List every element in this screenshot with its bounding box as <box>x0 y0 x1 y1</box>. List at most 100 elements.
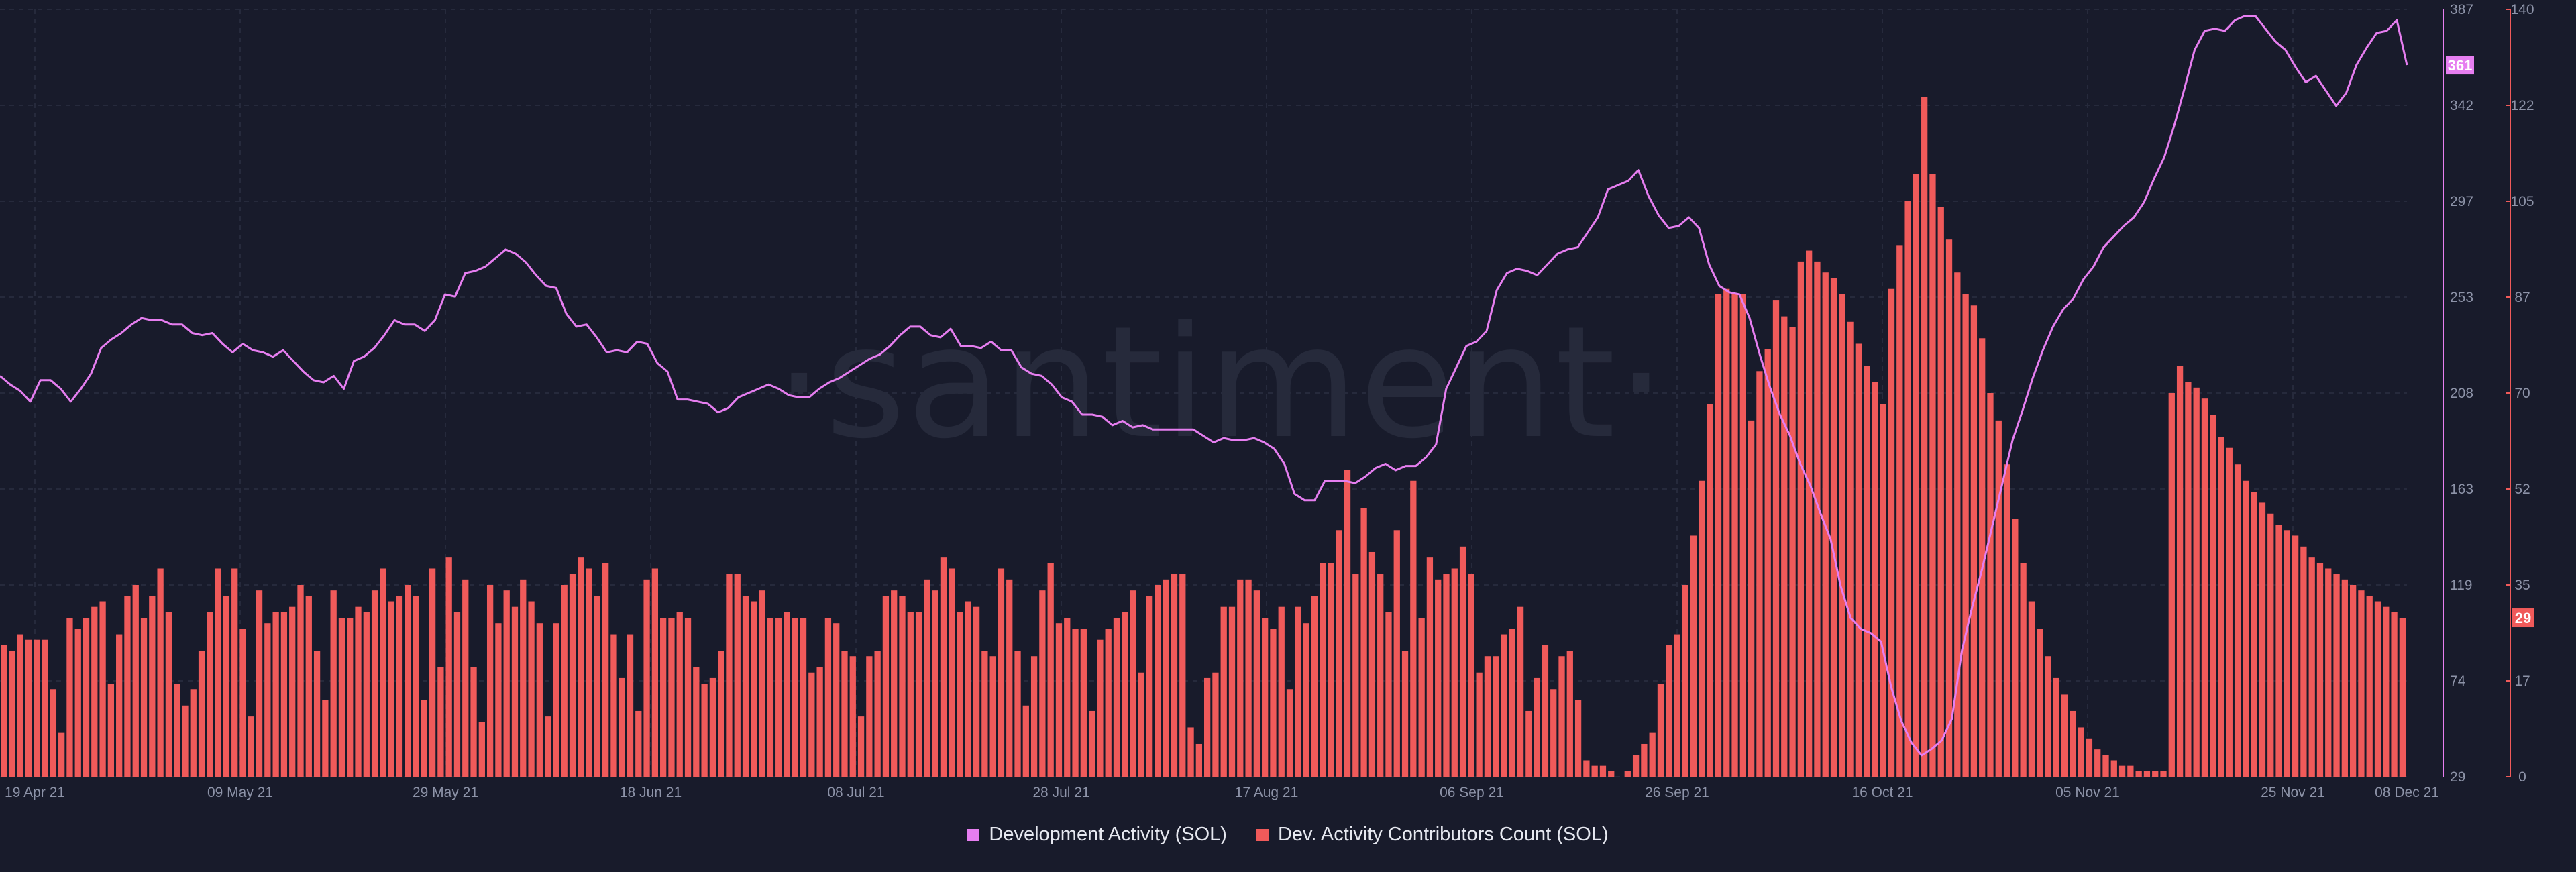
bar <box>824 618 832 777</box>
bar <box>174 684 180 777</box>
bar <box>1517 606 1524 777</box>
bar <box>1088 710 1095 777</box>
x-axis-tick-label: 16 Oct 21 <box>1851 785 1913 800</box>
left-axis-tick: 253 <box>2450 290 2473 305</box>
bar <box>2028 601 2035 777</box>
bar <box>1122 612 1128 777</box>
bar <box>2259 502 2266 777</box>
bar <box>2045 656 2051 777</box>
bar <box>1937 207 1944 777</box>
bar <box>1228 606 1236 777</box>
bar <box>1253 590 1260 777</box>
bar <box>1262 618 1269 777</box>
bar <box>1847 321 1854 777</box>
bar <box>2078 727 2084 777</box>
bar <box>2086 738 2093 777</box>
bar <box>272 612 279 777</box>
bar <box>322 700 329 777</box>
legend-swatch-dev-activity <box>967 828 980 841</box>
bar <box>1278 606 1285 777</box>
bar <box>1468 574 1474 777</box>
bar <box>1130 590 1136 777</box>
bar <box>1641 743 1648 777</box>
left-axis-tick: 29 <box>2450 769 2465 785</box>
legend-item-contributors[interactable]: Dev. Activity Contributors Count (SOL) <box>1256 824 1609 846</box>
x-axis-tick-label: 09 May 21 <box>207 785 273 800</box>
bar <box>676 612 683 777</box>
bar <box>751 601 757 777</box>
bar <box>1484 656 1491 777</box>
x-axis-tick-label: 28 Jul 21 <box>1032 785 1089 800</box>
bar <box>907 612 914 777</box>
bar <box>693 667 700 777</box>
bar <box>2284 530 2290 777</box>
right-axis-tick: 122 <box>2510 98 2534 113</box>
right-axis-tick: 87 <box>2514 290 2530 305</box>
bar <box>2243 480 2249 777</box>
bar <box>1699 480 1705 777</box>
bar <box>83 618 90 777</box>
bar <box>445 557 452 777</box>
bar <box>1945 239 1953 777</box>
bar <box>2160 771 2167 777</box>
bar <box>25 639 32 777</box>
bar <box>248 716 254 777</box>
bar <box>857 716 865 777</box>
bar <box>553 623 559 777</box>
bar <box>1311 596 1318 777</box>
legend-item-dev-activity[interactable]: Development Activity (SOL) <box>967 824 1227 846</box>
bar <box>66 618 73 777</box>
bar <box>841 651 848 777</box>
bar <box>1270 629 1277 777</box>
bar <box>1781 316 1788 777</box>
bar <box>1393 530 1400 777</box>
bar <box>107 684 115 777</box>
x-axis-tick-label: 06 Sep 21 <box>1440 785 1504 800</box>
bar <box>1237 579 1244 777</box>
bar <box>347 618 354 777</box>
bar <box>2275 525 2282 777</box>
bar <box>2070 710 2076 777</box>
bar <box>561 585 568 777</box>
bar <box>1047 563 1054 777</box>
bar <box>940 557 947 777</box>
bar <box>165 612 172 777</box>
bar <box>709 677 716 777</box>
bar <box>355 606 362 777</box>
bar <box>503 590 510 777</box>
bar <box>1418 618 1425 777</box>
bar <box>2110 760 2117 777</box>
bar <box>792 618 798 777</box>
bar <box>767 618 774 777</box>
bar <box>2185 382 2192 777</box>
bar <box>1739 294 1746 777</box>
bar <box>808 672 815 777</box>
bar-series <box>1 97 2406 777</box>
bar <box>1756 371 1763 777</box>
bar <box>1501 634 1507 777</box>
left-axis-tick: 74 <box>2450 673 2466 689</box>
bar <box>1855 343 1862 777</box>
bar <box>2003 464 2010 777</box>
left-axis-tick: 119 <box>2450 578 2472 593</box>
bar <box>1806 250 1813 777</box>
bar <box>1674 634 1680 777</box>
bar <box>388 601 394 777</box>
bar <box>2061 694 2068 777</box>
bar <box>627 634 634 777</box>
x-axis-tick-label: 08 Jul 21 <box>827 785 884 800</box>
bar <box>1987 393 1994 777</box>
bar <box>2012 519 2019 777</box>
bar <box>784 612 790 777</box>
bar <box>684 618 692 777</box>
bar <box>610 634 617 777</box>
bar <box>1888 288 1895 777</box>
bar <box>2218 437 2224 777</box>
bar <box>1591 765 1598 777</box>
bar <box>1929 174 1936 777</box>
bar <box>2020 563 2027 777</box>
bar <box>1006 579 1013 777</box>
bar <box>1328 563 1334 777</box>
bar <box>1352 574 1359 777</box>
bar <box>91 606 98 777</box>
